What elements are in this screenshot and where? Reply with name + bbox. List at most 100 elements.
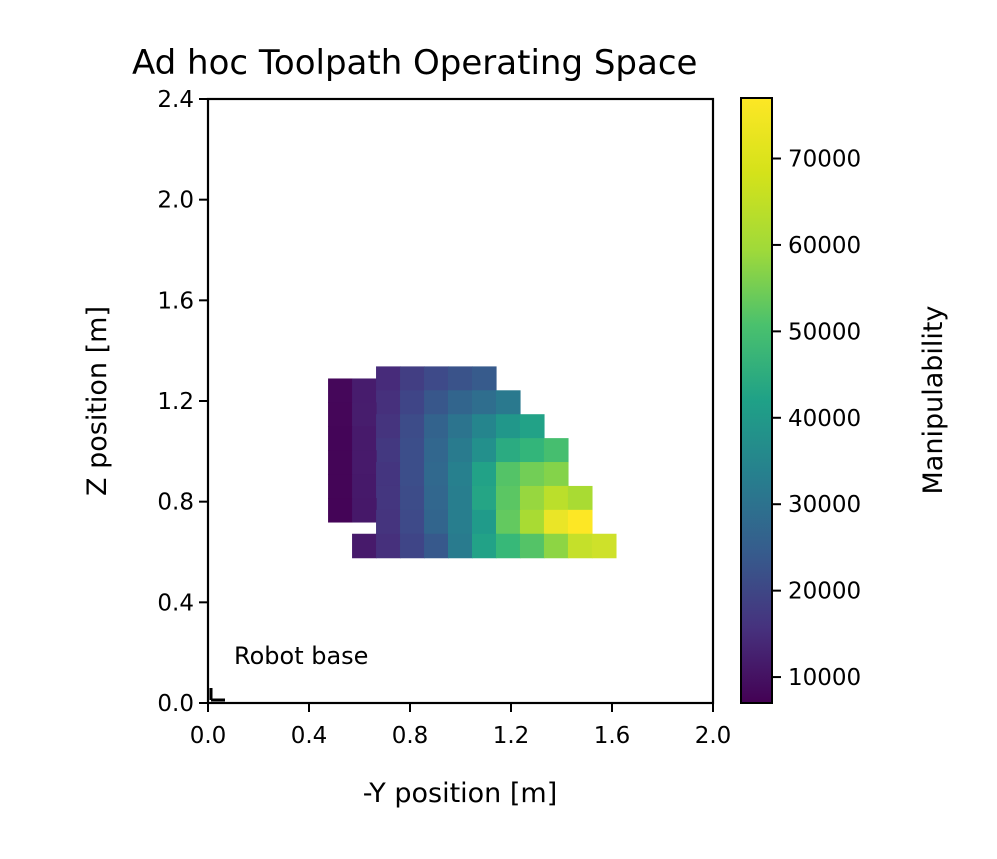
heatmap-cell-69 xyxy=(471,533,497,559)
colorbar-tick-label-5: 60000 xyxy=(788,233,861,259)
heatmap-cell-25 xyxy=(400,438,425,463)
heatmap-cell-19 xyxy=(424,414,449,439)
x-tick-label-5: 2.0 xyxy=(695,723,732,749)
heatmap-cell-37 xyxy=(400,462,425,487)
heatmap-cell-74 xyxy=(591,533,617,559)
heatmap-cell-11 xyxy=(471,390,497,415)
colorbar-tick-label-0: 10000 xyxy=(788,665,861,691)
heatmap-cell-6 xyxy=(471,366,497,391)
colorbar-ticks: 10000 20000 30000 40000 50000 60000 70000 xyxy=(772,147,861,691)
heatmap-cell-20 xyxy=(448,414,473,439)
heatmap-cell-18 xyxy=(400,414,425,439)
heatmap-cell-14 xyxy=(352,402,377,427)
heatmap-cell-58 xyxy=(448,509,473,535)
heatmap-cell-29 xyxy=(495,438,521,463)
colorbar-tick-label-2: 30000 xyxy=(788,492,861,518)
robot-base-marker xyxy=(209,688,225,702)
colorbar-tick-label-6: 70000 xyxy=(788,147,861,173)
x-tick-label-4: 1.6 xyxy=(594,723,631,749)
colorbar-label: Manipulability xyxy=(918,306,949,495)
heatmap-cell-21 xyxy=(471,414,497,439)
heatmap-cell-42 xyxy=(519,462,545,487)
heatmap-cell-2 xyxy=(376,366,401,391)
colorbar-tick-label-1: 20000 xyxy=(788,579,861,605)
x-tick-label-2: 0.8 xyxy=(392,723,429,749)
x-tick-label-3: 1.2 xyxy=(493,723,530,749)
heatmap-cell-45 xyxy=(400,485,425,511)
heatmap-cell-62 xyxy=(543,509,569,535)
heatmap-cell-1 xyxy=(352,378,377,403)
heatmap-cell-63 xyxy=(567,509,593,535)
heatmap-cell-47 xyxy=(448,485,473,511)
heatmap-cell-39 xyxy=(448,462,473,487)
y-tick-label-3: 1.2 xyxy=(157,389,194,415)
heatmap-cell-34 xyxy=(328,474,353,499)
y-tick-label-2: 0.8 xyxy=(157,490,194,516)
heatmap-cell-61 xyxy=(519,509,545,535)
heatmap-cell-17 xyxy=(376,414,401,439)
colorbar xyxy=(740,97,773,704)
y-axis-ticks: 0.0 0.4 0.8 1.2 1.6 2.0 2.4 xyxy=(157,87,208,717)
heatmap-cell-31 xyxy=(543,438,569,463)
heatmap-cell-73 xyxy=(567,533,593,559)
x-tick-label-0: 0.0 xyxy=(190,723,227,749)
heatmap-cell-13 xyxy=(328,402,353,427)
heatmap-cell-8 xyxy=(400,390,425,415)
heatmap-cell-43 xyxy=(543,462,569,487)
heatmap-cell-54 xyxy=(352,498,377,523)
heatmap-cell-48 xyxy=(471,485,497,511)
heatmap-cell-4 xyxy=(424,366,449,391)
heatmap-cell-41 xyxy=(495,462,521,487)
y-tick-label-1: 0.4 xyxy=(157,590,194,616)
x-tick-label-1: 0.4 xyxy=(291,723,328,749)
heatmap-cell-35 xyxy=(352,474,377,499)
colorbar-tick-label-4: 50000 xyxy=(788,319,861,345)
heatmap-cell-28 xyxy=(471,438,497,463)
heatmap-cell-36 xyxy=(376,462,401,487)
y-tick-label-5: 2.0 xyxy=(157,188,194,214)
heatmap-cell-24 xyxy=(376,438,401,463)
heatmap-cell-49 xyxy=(495,485,521,511)
heatmap-cell-72 xyxy=(543,533,569,559)
heatmap-cell-16 xyxy=(352,426,377,451)
heatmap-cell-51 xyxy=(543,485,569,511)
heatmap-cell-65 xyxy=(376,533,401,559)
x-axis-label: -Y position [m] xyxy=(363,778,558,809)
heatmap-cell-32 xyxy=(328,450,353,475)
heatmap-cell-5 xyxy=(448,366,473,391)
heatmap-cell-50 xyxy=(519,485,545,511)
y-tick-label-4: 1.6 xyxy=(157,288,194,314)
heatmap-cell-71 xyxy=(519,533,545,559)
heatmap-cell-23 xyxy=(519,414,545,439)
y-axis-label: Z position [m] xyxy=(82,306,113,496)
heatmap-cell-59 xyxy=(471,509,497,535)
heatmap-cell-7 xyxy=(376,390,401,415)
heatmap-cell-15 xyxy=(328,426,353,451)
heatmap-cell-55 xyxy=(376,509,401,535)
heatmap-cell-60 xyxy=(495,509,521,535)
heatmap-cell-64 xyxy=(352,533,377,559)
heatmap-cell-70 xyxy=(495,533,521,559)
colorbar-tick-label-3: 40000 xyxy=(788,406,861,432)
chart-title: Ad hoc Toolpath Operating Space xyxy=(132,43,697,83)
heatmap-cell-44 xyxy=(376,485,401,511)
heatmap-cell-56 xyxy=(400,509,425,535)
heatmap-cell-3 xyxy=(400,366,425,391)
heatmap-cells xyxy=(328,366,617,559)
heatmap-cell-10 xyxy=(448,390,473,415)
heatmap-cell-66 xyxy=(400,533,425,559)
heatmap-cell-57 xyxy=(424,509,449,535)
heatmap-cell-27 xyxy=(448,438,473,463)
y-tick-label-6: 2.4 xyxy=(157,87,194,113)
x-axis-ticks: 0.0 0.4 0.8 1.2 1.6 2.0 xyxy=(190,703,732,749)
heatmap-cell-30 xyxy=(519,438,545,463)
heatmap-cell-68 xyxy=(448,533,473,559)
heatmap-cell-52 xyxy=(567,485,593,511)
heatmap-cell-9 xyxy=(424,390,449,415)
y-tick-label-0: 0.0 xyxy=(157,691,194,717)
heatmap-cell-67 xyxy=(424,533,449,559)
robot-base-label: Robot base xyxy=(234,642,368,670)
heatmap-cell-40 xyxy=(471,462,497,487)
heatmap-cell-22 xyxy=(495,414,521,439)
